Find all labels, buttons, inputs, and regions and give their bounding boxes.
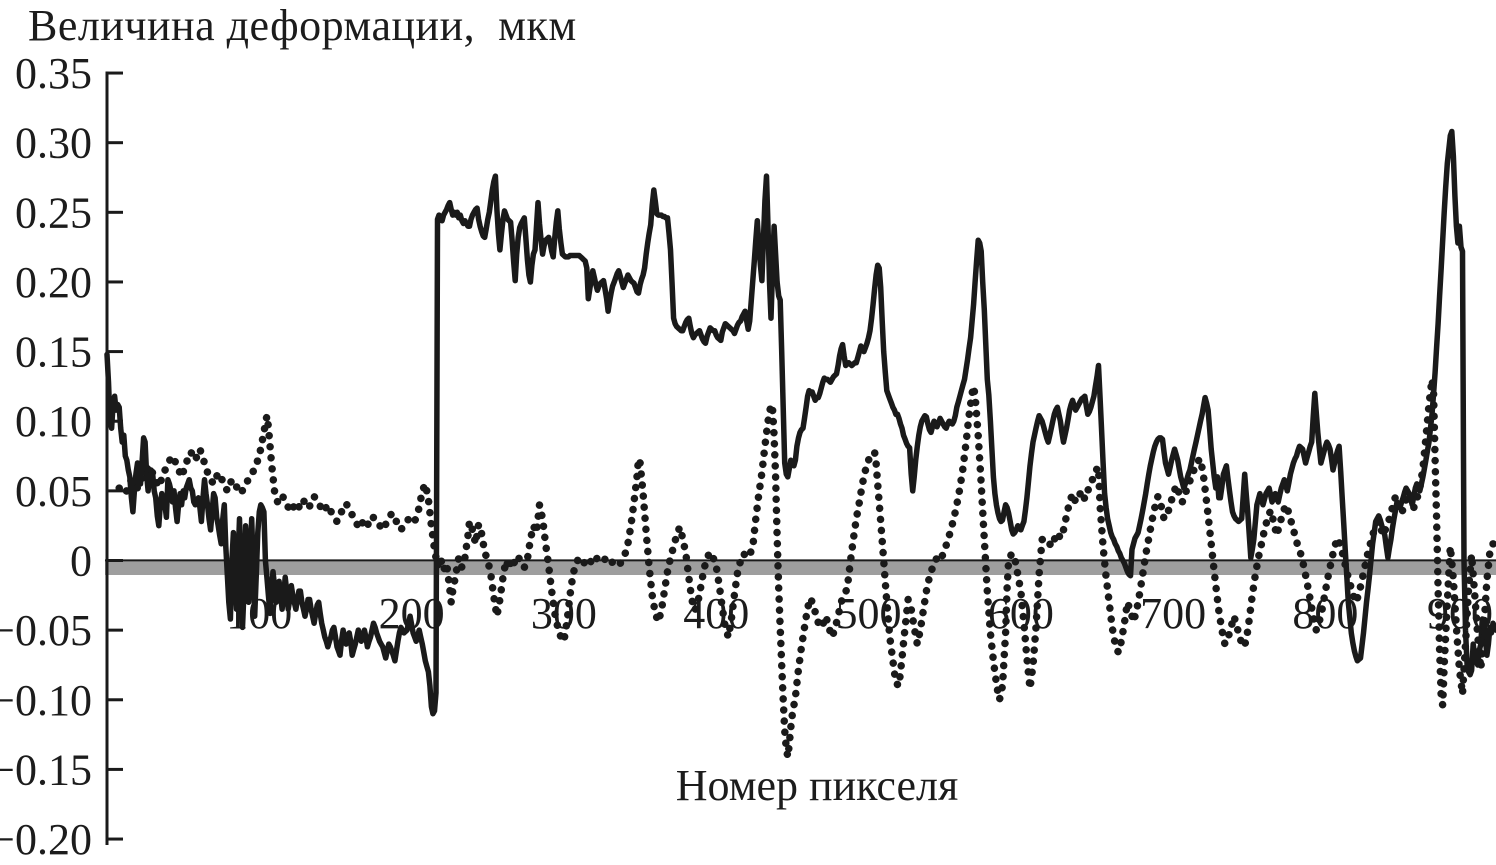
series-solid-line [104, 128, 1496, 717]
y-tick-label: 0 [70, 537, 92, 586]
y-tick-label: −0.10 [0, 676, 92, 725]
x-tick-label: 300 [531, 589, 597, 638]
series-dotted-line [115, 375, 1496, 761]
y-tick-label: 0.20 [15, 258, 92, 307]
y-tick-label: 0.30 [15, 119, 92, 168]
y-tick-label: −0.05 [0, 606, 92, 655]
y-tick-label: −0.20 [0, 815, 92, 864]
x-axis-title: Номер пикселя [676, 761, 958, 810]
y-axis-title: Величина деформации, мкм [28, 1, 577, 50]
y-tick-label: 0.10 [15, 397, 92, 446]
y-tick-label: −0.15 [0, 745, 92, 794]
x-tick-label: 400 [683, 589, 749, 638]
y-tick-label: 0.25 [15, 188, 92, 237]
y-tick-label: 0.35 [15, 49, 92, 98]
x-tick-label: 700 [1140, 589, 1206, 638]
y-tick-label: 0.05 [15, 467, 92, 516]
y-tick-label: 0.15 [15, 328, 92, 377]
zero-band [105, 562, 1496, 575]
